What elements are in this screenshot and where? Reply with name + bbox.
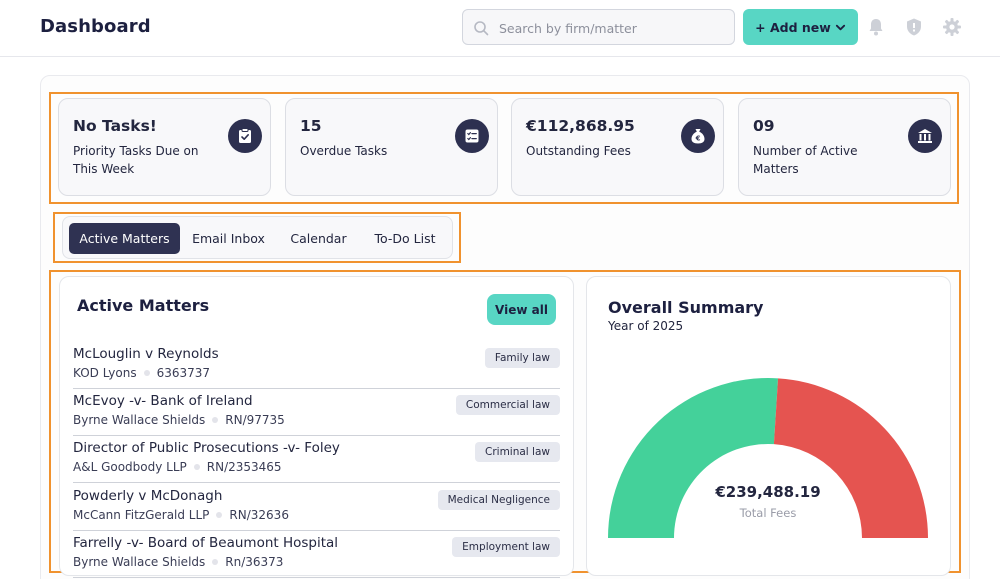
bank-icon bbox=[908, 119, 942, 153]
matter-firm: Byrne Wallace Shields bbox=[73, 555, 206, 569]
row-divider bbox=[73, 530, 560, 531]
gauge-total-value: €239,488.19 bbox=[714, 483, 820, 501]
stat-card-priority-tasks[interactable]: No Tasks! Priority Tasks Due on This Wee… bbox=[58, 98, 271, 196]
tab-email-inbox[interactable]: Email Inbox bbox=[192, 231, 265, 246]
bell-icon[interactable] bbox=[866, 17, 886, 37]
add-new-button[interactable]: + Add new bbox=[743, 9, 858, 45]
matter-firm: McCann FitzGerald LLP bbox=[73, 508, 210, 522]
matter-row[interactable]: McLouglin v Reynolds KOD Lyons 6363737 F… bbox=[73, 342, 560, 389]
clipboard-check-icon bbox=[228, 119, 262, 153]
matter-row[interactable]: McEvoy -v- Bank of Ireland Byrne Wallace… bbox=[73, 389, 560, 436]
matter-tag: Criminal law bbox=[475, 442, 560, 462]
stat-label: Outstanding Fees bbox=[526, 144, 631, 158]
matter-firm: Byrne Wallace Shields bbox=[73, 413, 206, 427]
stat-value: 09 bbox=[753, 117, 775, 135]
tab-active-matters[interactable]: Active Matters bbox=[69, 223, 180, 254]
row-divider bbox=[73, 435, 560, 436]
chevron-down-icon bbox=[835, 24, 845, 30]
total-fees-gauge: €239,488.19 Total Fees bbox=[608, 378, 928, 538]
active-matters-title: Active Matters bbox=[77, 296, 210, 315]
svg-text:€: € bbox=[695, 135, 701, 143]
tab-to-do-list[interactable]: To-Do List bbox=[374, 231, 436, 246]
matter-title: Farrelly -v- Board of Beaumont Hospital bbox=[73, 535, 339, 551]
separator-dot bbox=[193, 464, 200, 470]
search-input[interactable] bbox=[499, 18, 727, 38]
matter-title: McEvoy -v- Bank of Ireland bbox=[73, 393, 253, 409]
matter-ref: Rn/36373 bbox=[225, 555, 284, 569]
money-bag-icon: € bbox=[681, 119, 715, 153]
stat-card-overdue-tasks[interactable]: 15 Overdue Tasks bbox=[285, 98, 498, 196]
stat-card-active-matters[interactable]: 09 Number of Active Matters bbox=[738, 98, 951, 196]
search-icon bbox=[474, 21, 489, 36]
row-divider bbox=[73, 388, 560, 389]
matter-tag: Commercial law bbox=[455, 395, 560, 415]
matter-tag: Family law bbox=[484, 348, 560, 368]
matter-meta: Byrne Wallace Shields RN/97735 bbox=[73, 413, 285, 427]
summary-title: Overall Summary bbox=[608, 298, 764, 317]
separator-dot bbox=[212, 559, 219, 565]
gear-icon[interactable] bbox=[942, 17, 962, 37]
matter-ref: RN/2353465 bbox=[206, 460, 282, 474]
view-all-button[interactable]: View all bbox=[487, 294, 556, 325]
matter-title: Director of Public Prosecutions -v- Fole… bbox=[73, 440, 340, 456]
stat-label: Number of Active Matters bbox=[753, 144, 858, 176]
matter-firm: A&L Goodbody LLP bbox=[73, 460, 187, 474]
page-title: Dashboard bbox=[40, 16, 151, 37]
stat-card-outstanding-fees[interactable]: €112,868.95 Outstanding Fees € bbox=[511, 98, 724, 196]
matter-firm: KOD Lyons bbox=[73, 366, 137, 380]
highlight-tabs bbox=[53, 212, 461, 263]
shield-icon[interactable] bbox=[904, 17, 924, 37]
matter-row[interactable]: Director of Public Prosecutions -v- Fole… bbox=[73, 436, 560, 483]
row-divider bbox=[73, 577, 560, 578]
row-divider bbox=[73, 482, 560, 483]
search-box[interactable] bbox=[462, 9, 735, 45]
matter-meta: McCann FitzGerald LLP RN/32636 bbox=[73, 508, 289, 522]
matter-meta: KOD Lyons 6363737 bbox=[73, 366, 210, 380]
matter-tag: Employment law bbox=[452, 537, 560, 557]
summary-subtitle: Year of 2025 bbox=[608, 319, 684, 333]
stat-value: 15 bbox=[300, 117, 322, 135]
highlight-stats bbox=[49, 92, 959, 204]
gauge-segment-green bbox=[608, 378, 779, 538]
matter-title: Powderly v McDonagh bbox=[73, 488, 223, 504]
matter-tag: Medical Negligence bbox=[437, 490, 560, 510]
matter-row[interactable]: Powderly v McDonagh McCann FitzGerald LL… bbox=[73, 484, 560, 531]
add-new-label: + Add new bbox=[755, 19, 831, 35]
matter-meta: A&L Goodbody LLP RN/2353465 bbox=[73, 460, 282, 474]
gauge-total-label: Total Fees bbox=[739, 506, 797, 520]
matter-row[interactable]: Farrelly -v- Board of Beaumont Hospital … bbox=[73, 531, 560, 578]
tab-bar: Active Matters Email Inbox Calendar To-D… bbox=[62, 216, 453, 259]
active-matters-panel bbox=[59, 276, 574, 576]
stat-label: Overdue Tasks bbox=[300, 144, 388, 158]
stat-value: No Tasks! bbox=[73, 117, 157, 135]
matter-title: McLouglin v Reynolds bbox=[73, 346, 219, 362]
tab-calendar[interactable]: Calendar bbox=[290, 231, 347, 246]
matter-meta: Byrne Wallace Shields Rn/36373 bbox=[73, 555, 283, 569]
checklist-icon bbox=[455, 119, 489, 153]
gauge-segment-red bbox=[773, 378, 928, 538]
separator-dot bbox=[216, 512, 223, 518]
stat-value: €112,868.95 bbox=[526, 117, 635, 135]
matter-ref: 6363737 bbox=[156, 366, 211, 380]
matter-ref: RN/32636 bbox=[229, 508, 289, 522]
separator-dot bbox=[143, 370, 150, 376]
stat-label: Priority Tasks Due on This Week bbox=[73, 144, 199, 176]
matter-ref: RN/97735 bbox=[225, 413, 285, 427]
separator-dot bbox=[212, 417, 219, 423]
top-bar: Dashboard + Add new bbox=[0, 0, 1000, 57]
